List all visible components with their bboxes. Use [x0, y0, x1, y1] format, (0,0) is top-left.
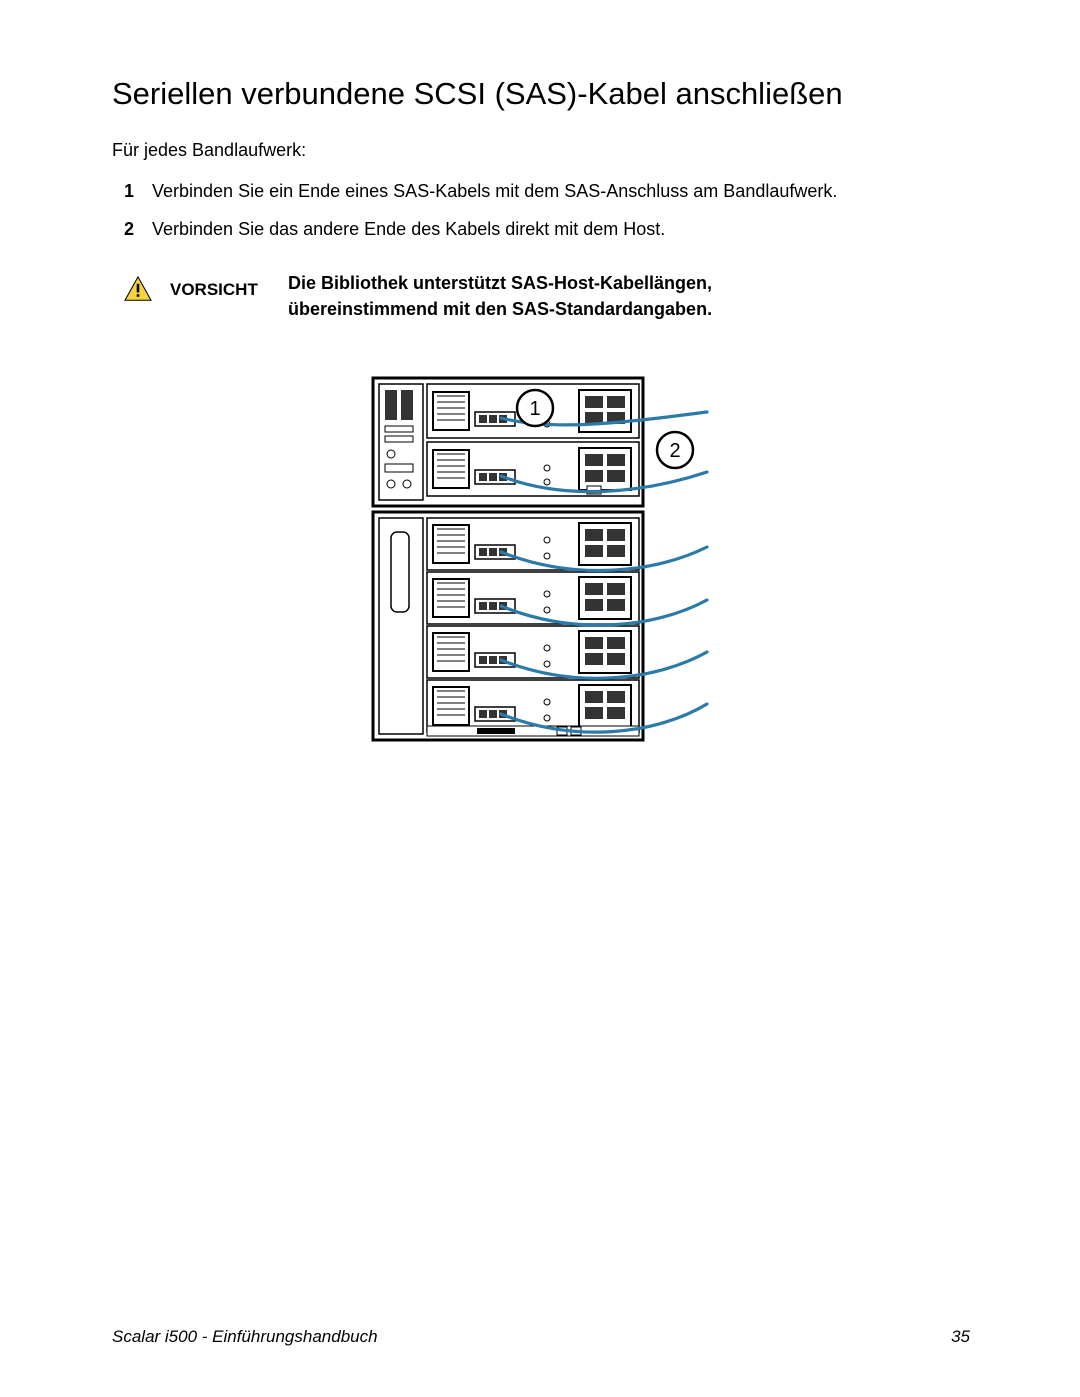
warning-icon: [124, 276, 152, 302]
callout-2: 2: [657, 432, 693, 468]
footer-left: Scalar i500 - Einführungshandbuch: [112, 1327, 378, 1347]
step-text: Verbinden Sie ein Ende eines SAS-Kabels …: [152, 179, 970, 203]
svg-text:1: 1: [529, 398, 540, 420]
step-item: 1 Verbinden Sie ein Ende eines SAS-Kabel…: [124, 179, 970, 203]
caution-label: VORSICHT: [170, 280, 270, 300]
step-item: 2 Verbinden Sie das andere Ende des Kabe…: [124, 217, 970, 241]
step-text: Verbinden Sie das andere Ende des Kabels…: [152, 217, 970, 241]
footer-right: 35: [951, 1327, 970, 1347]
intro-text: Für jedes Bandlaufwerk:: [112, 140, 970, 161]
svg-text:2: 2: [669, 440, 680, 462]
step-list: 1 Verbinden Sie ein Ende eines SAS-Kabel…: [124, 179, 970, 242]
page-title: Seriellen verbundene SCSI (SAS)-Kabel an…: [112, 76, 970, 112]
step-number: 2: [124, 217, 152, 241]
step-number: 1: [124, 179, 152, 203]
page-footer: Scalar i500 - Einführungshandbuch 35: [112, 1327, 970, 1347]
caution-block: VORSICHT Die Bibliothek unterstützt SAS-…: [124, 270, 970, 322]
callout-1: 1: [517, 390, 553, 426]
sas-cabling-diagram: 1 2: [367, 372, 715, 748]
upper-chassis: [373, 378, 643, 506]
caution-text: Die Bibliothek unterstützt SAS-Host-Kabe…: [288, 270, 828, 322]
